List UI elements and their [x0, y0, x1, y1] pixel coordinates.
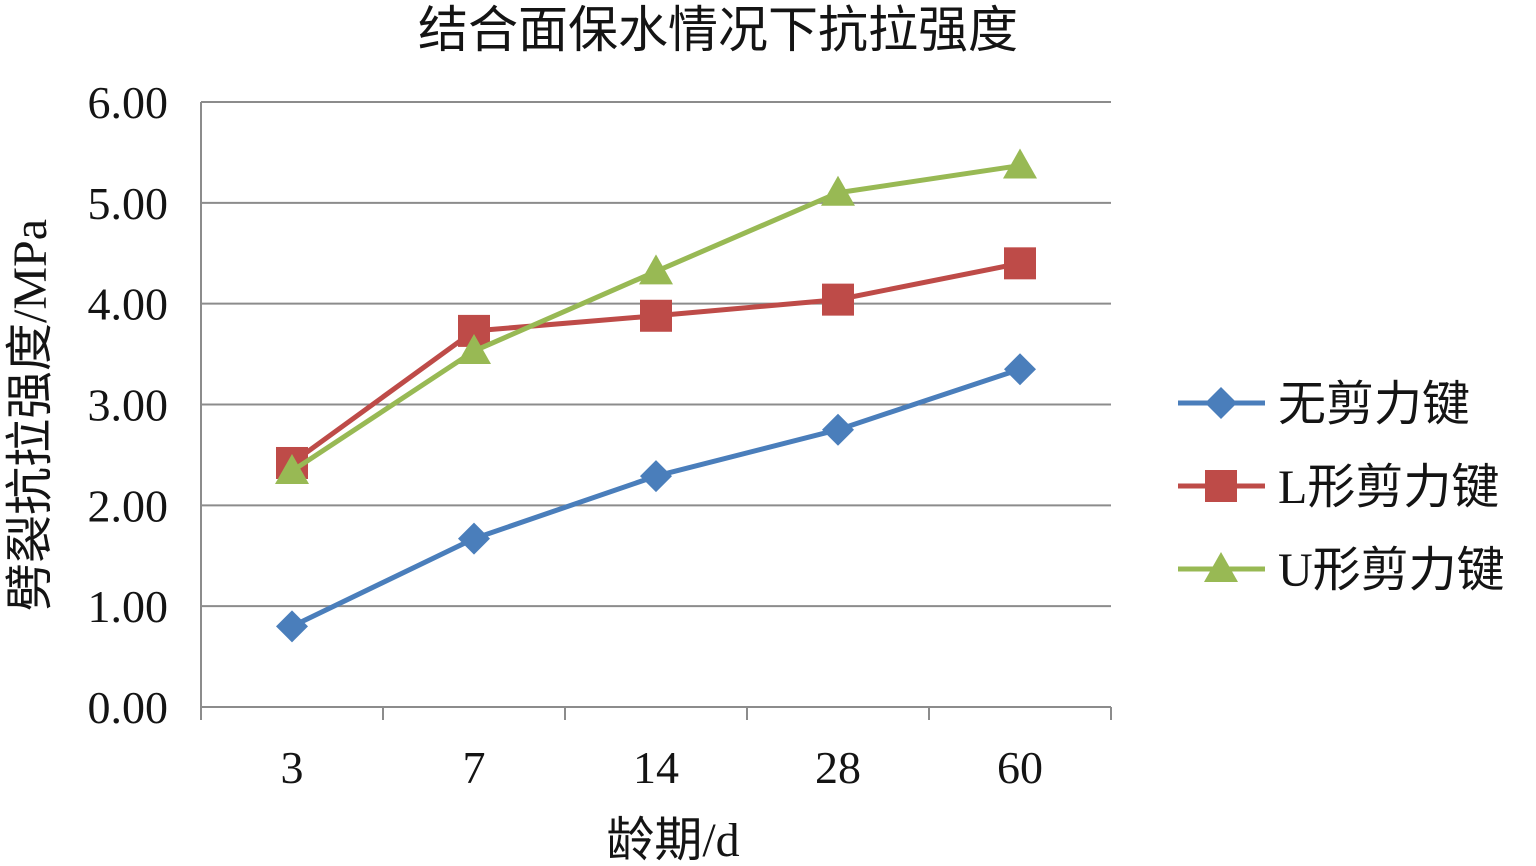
- chart-title: 结合面保水情况下抗拉强度: [418, 2, 1018, 58]
- legend-marker-diamond: [1205, 387, 1237, 419]
- data-point-triangle: [821, 175, 855, 206]
- x-tick-label: 3: [281, 742, 304, 793]
- series-1: [276, 353, 1036, 643]
- x-tick-label: 28: [815, 742, 861, 793]
- data-point-triangle: [639, 254, 673, 285]
- data-point-diamond: [640, 460, 672, 493]
- legend-label: L形剪力键: [1278, 461, 1499, 514]
- legend-marker-square: [1205, 470, 1237, 502]
- data-point-diamond: [276, 610, 308, 643]
- y-tick-labels: 0.00 1.00 2.00 3.00 4.00 5.00 6.00: [88, 77, 169, 733]
- axes: [200, 102, 1112, 720]
- legend-label: U形剪力键: [1278, 544, 1505, 597]
- x-tick-label: 14: [633, 742, 679, 793]
- data-point-diamond: [1004, 353, 1036, 386]
- y-tick-label: 1.00: [88, 581, 169, 632]
- x-axis-label: 龄期/d: [606, 814, 739, 866]
- legend-marker-triangle: [1204, 552, 1238, 582]
- data-point-square: [1004, 247, 1036, 280]
- y-tick-label: 6.00: [88, 77, 169, 128]
- series-3: [275, 148, 1037, 485]
- legend-item: 无剪力键: [1178, 378, 1470, 431]
- series-group: [275, 148, 1037, 643]
- y-tick-label: 4.00: [88, 279, 169, 330]
- gridlines: [201, 101, 1111, 608]
- x-tick-label: 60: [997, 742, 1043, 793]
- data-point-triangle: [457, 334, 491, 365]
- legend-label: 无剪力键: [1278, 378, 1470, 431]
- y-tick-label: 2.00: [88, 480, 169, 531]
- y-axis-label: 劈裂抗拉强度/MPa: [4, 219, 57, 611]
- y-tick-label: 3.00: [88, 380, 169, 431]
- data-point-triangle: [1003, 148, 1037, 179]
- data-point-square: [640, 299, 672, 332]
- data-point-triangle: [275, 454, 309, 485]
- y-tick-label: 0.00: [88, 682, 169, 733]
- data-point-diamond: [822, 413, 854, 446]
- x-tick-labels: 3 7 14 28 60: [281, 742, 1044, 793]
- data-point-diamond: [458, 522, 490, 555]
- x-tick-label: 7: [463, 742, 486, 793]
- series-line: [289, 260, 1023, 466]
- data-point-square: [822, 283, 854, 316]
- legend-item: U形剪力键: [1178, 544, 1505, 597]
- y-tick-label: 5.00: [88, 178, 169, 229]
- legend: 无剪力键 L形剪力键 U形剪力键: [1178, 378, 1505, 597]
- series-line: [289, 366, 1023, 629]
- legend-item: L形剪力键: [1178, 461, 1499, 514]
